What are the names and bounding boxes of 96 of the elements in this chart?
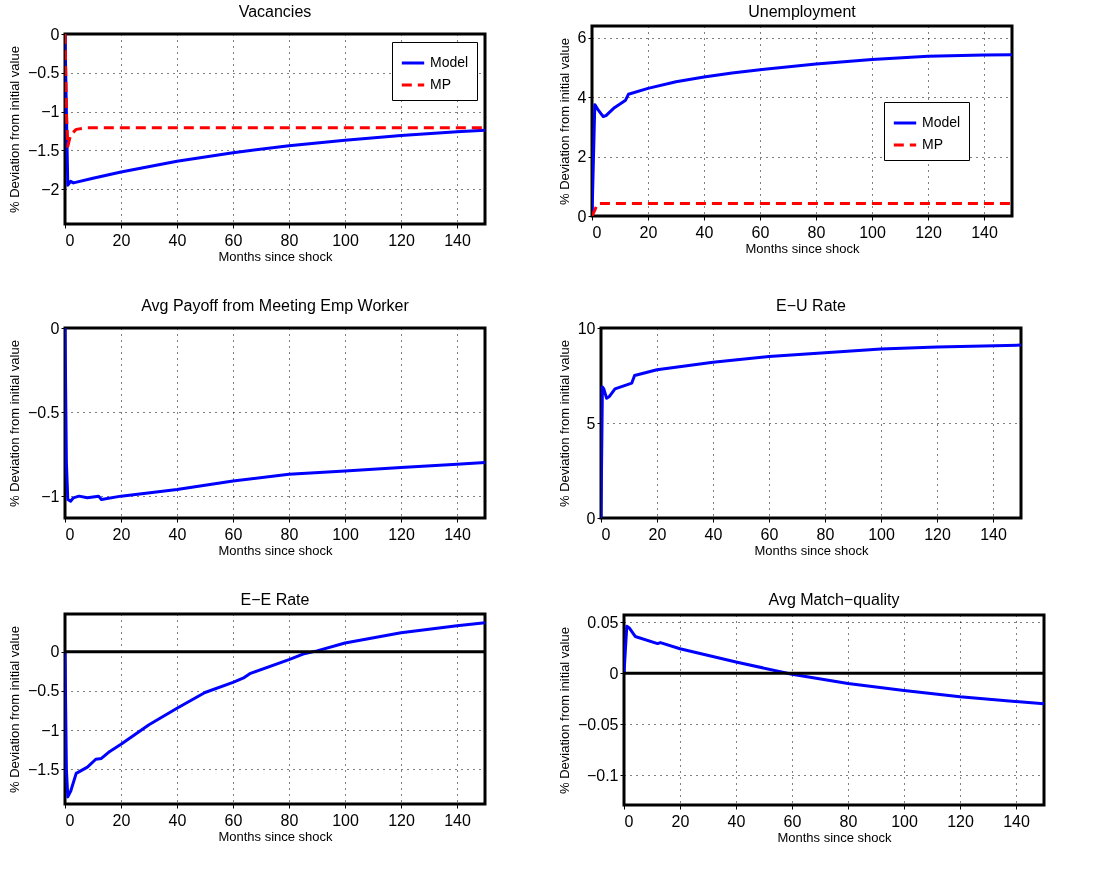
y-tick-label: 0 bbox=[50, 319, 60, 337]
y-tick-label: 0 bbox=[577, 207, 587, 225]
x-tick-label: 100 bbox=[859, 223, 886, 241]
y-axis-title: % Deviation from initial value bbox=[557, 627, 573, 794]
x-axis-title: Months since shock bbox=[777, 829, 893, 845]
legend-label: Model bbox=[430, 54, 469, 70]
x-tick-label: 40 bbox=[727, 812, 746, 830]
x-tick-label: 120 bbox=[388, 525, 415, 543]
x-tick-label: 140 bbox=[444, 525, 471, 543]
x-tick-label: 20 bbox=[112, 811, 131, 829]
chart-title: E−E Rate bbox=[240, 591, 310, 608]
y-axis-title: % Deviation from initial value bbox=[6, 340, 22, 507]
x-tick-label: 80 bbox=[280, 525, 299, 543]
y-tick-label: −0.1 bbox=[586, 766, 619, 784]
x-tick-label: 120 bbox=[915, 223, 942, 241]
chart-title: Vacancies bbox=[238, 3, 312, 20]
x-axis-title: Months since shock bbox=[218, 248, 334, 264]
x-tick-label: 80 bbox=[816, 525, 835, 543]
x-tick-label: 20 bbox=[648, 525, 667, 543]
x-axis-title: Months since shock bbox=[218, 828, 334, 844]
x-tick-label: 140 bbox=[971, 223, 998, 241]
x-tick-label: 60 bbox=[224, 811, 243, 829]
x-tick-label: 60 bbox=[224, 525, 243, 543]
y-tick-label: 0 bbox=[50, 643, 60, 661]
y-tick-label: 0 bbox=[609, 664, 619, 682]
chart-title: Unemployment bbox=[748, 3, 857, 20]
y-tick-label: −1 bbox=[41, 721, 60, 739]
y-tick-label: −2 bbox=[41, 180, 60, 198]
x-tick-label: 140 bbox=[1003, 812, 1030, 830]
x-tick-label: 140 bbox=[444, 811, 471, 829]
line-series bbox=[624, 624, 1044, 706]
x-tick-label: 0 bbox=[65, 231, 75, 249]
y-tick-label: 0 bbox=[50, 25, 60, 43]
y-tick-label: 10 bbox=[577, 319, 596, 337]
y-tick-label: 0 bbox=[586, 509, 596, 527]
line-series bbox=[601, 343, 1021, 518]
chart-title: Avg Match−quality bbox=[768, 591, 900, 609]
x-tick-label: 20 bbox=[671, 812, 690, 830]
line-series bbox=[65, 328, 485, 503]
x-tick-label: 100 bbox=[332, 525, 359, 543]
y-tick-label: −1 bbox=[41, 487, 60, 505]
x-tick-label: 120 bbox=[388, 231, 415, 249]
x-tick-label: 120 bbox=[947, 812, 974, 830]
x-tick-label: 40 bbox=[168, 525, 187, 543]
x-tick-label: 0 bbox=[624, 812, 634, 830]
legend-label: MP bbox=[430, 76, 451, 92]
y-tick-label: −1.5 bbox=[27, 760, 60, 778]
y-tick-label: 2 bbox=[577, 148, 587, 166]
x-tick-label: 120 bbox=[924, 525, 951, 543]
y-axis-title: % Deviation from initial value bbox=[556, 38, 572, 205]
x-tick-label: 100 bbox=[332, 231, 359, 249]
x-tick-label: 0 bbox=[65, 811, 75, 829]
y-tick-label: 0.05 bbox=[587, 613, 619, 631]
x-tick-label: 40 bbox=[168, 231, 187, 249]
x-tick-label: 140 bbox=[444, 231, 471, 249]
y-tick-label: 6 bbox=[577, 29, 587, 47]
x-tick-label: 60 bbox=[760, 525, 779, 543]
x-tick-label: 60 bbox=[783, 812, 802, 830]
y-tick-label: −1.5 bbox=[27, 141, 60, 159]
line-series bbox=[65, 34, 485, 148]
x-tick-label: 0 bbox=[65, 525, 75, 543]
x-tick-label: 20 bbox=[639, 223, 658, 241]
chart-title: E−U Rate bbox=[776, 297, 847, 314]
legend-label: Model bbox=[922, 114, 961, 130]
x-tick-label: 120 bbox=[388, 811, 415, 829]
y-tick-label: −1 bbox=[41, 103, 60, 121]
y-axis-title: % Deviation from initial value bbox=[556, 340, 572, 507]
x-tick-label: 60 bbox=[751, 223, 770, 241]
x-tick-label: 80 bbox=[807, 223, 826, 241]
x-axis-title: Months since shock bbox=[754, 542, 870, 558]
x-tick-label: 100 bbox=[891, 812, 918, 830]
y-tick-label: −0.5 bbox=[27, 64, 60, 82]
x-tick-label: 20 bbox=[112, 525, 131, 543]
y-tick-label: −0.5 bbox=[27, 403, 60, 421]
line-series bbox=[65, 621, 485, 799]
x-tick-label: 100 bbox=[332, 811, 359, 829]
y-axis-title: % Deviation from initial value bbox=[6, 626, 22, 793]
y-tick-label: 4 bbox=[577, 88, 587, 106]
x-tick-label: 40 bbox=[168, 811, 187, 829]
y-tick-label: −0.5 bbox=[27, 682, 60, 700]
x-axis-title: Months since shock bbox=[745, 240, 861, 256]
y-axis-title: % Deviation from initial value bbox=[6, 46, 22, 213]
x-tick-label: 140 bbox=[980, 525, 1007, 543]
x-tick-label: 80 bbox=[280, 811, 299, 829]
x-tick-label: 80 bbox=[839, 812, 858, 830]
y-tick-label: 5 bbox=[586, 414, 596, 432]
x-tick-label: 40 bbox=[704, 525, 723, 543]
x-tick-label: 80 bbox=[280, 231, 299, 249]
x-axis-title: Months since shock bbox=[218, 542, 334, 558]
x-tick-label: 40 bbox=[695, 223, 714, 241]
x-tick-label: 100 bbox=[868, 525, 895, 543]
legend-label: MP bbox=[922, 136, 943, 152]
x-tick-label: 60 bbox=[224, 231, 243, 249]
x-tick-label: 20 bbox=[112, 231, 131, 249]
chart-title: Avg Payoff from Meeting Emp Worker bbox=[141, 297, 410, 314]
y-tick-label: −0.05 bbox=[578, 715, 619, 733]
